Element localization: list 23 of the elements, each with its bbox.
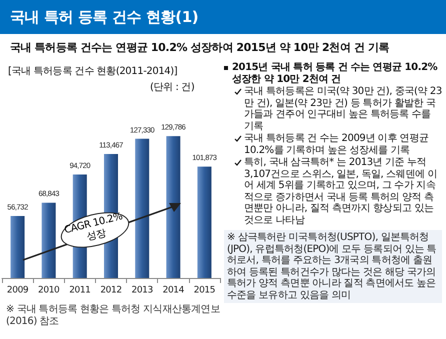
text: 2015년 국내 특허 등록 건 수는 연평균 10.2% 성장한 약 10만 2천여 건 xyxy=(231,62,438,85)
chart-title: 국내 특허 등록 건수 현황(1) xyxy=(0,0,446,34)
x-tick-label: 2015 xyxy=(194,286,216,296)
bar xyxy=(10,216,25,278)
bar xyxy=(197,166,212,278)
bar xyxy=(135,138,150,278)
text: ※ 국내 특허등록 현황은 특허청 지식재산통계연보(2016) 참조 xyxy=(6,304,221,328)
text: (단위 : 건) xyxy=(150,81,194,94)
x-tick-label: 2010 xyxy=(38,286,60,296)
x-tick-label: 2009 xyxy=(6,286,29,296)
text: 국내 특허등록은 미국(약 30만 건), 중국(약 23만 건), 일본(약 23만 건) 등 특허가 활발한 국가들과 견주어 인구대비 높은 특허등록 수를 기록 xyxy=(243,86,442,132)
annotation: CAGR 10.2%성장 xyxy=(62,210,125,245)
x-tick-label: 2012 xyxy=(100,286,122,296)
x-tick-label: 2014 xyxy=(162,286,185,296)
bar xyxy=(166,136,180,278)
x-tick-label: 2011 xyxy=(69,286,91,296)
text: 국내 특허등록 건 수는 2009년 이후 연평균 10.2%를 기록하며 높은 성장세를 기록 xyxy=(243,133,430,156)
text: [국내 특허등록 건수 현황(2011-2014)] xyxy=(8,65,178,78)
chart-subtitle: 국내 특허등록 건수는 연평균 10.2% 성장하여 2015년 약 10만 2천여 건 기록 xyxy=(10,40,390,55)
text: ※ 삼극특허란 미국특허청(USPTO), 일본특허청(JPO), 유럽특허청(EPO)에 모두 등록되어 있는 특허로서, 특허를 주요하는 3개국의 특허청에 출원하여 등록된 특허건수가 많다는 것은 해당 국가의 특허가 양적 측면뿐 아니라 질적 측면에서도 높은 수준을 보유하고 있음을 의미 xyxy=(224,230,442,303)
text: 특히, 국내 삼극특허* 는 2013년 기준 누적 3,107건으로 스위스, 일본, 독일, 스웨덴에 이어 세계 5위를 기록하고 있으며, 그 수가 지속적으로 증가하면서 국내 등록 특허의 양적 측면뿐만 아니라, 질적 측면까지 향상되고 있는 것으로 나타남 xyxy=(243,157,438,226)
x-tick-label: 2013 xyxy=(131,286,153,296)
bar xyxy=(42,202,56,278)
